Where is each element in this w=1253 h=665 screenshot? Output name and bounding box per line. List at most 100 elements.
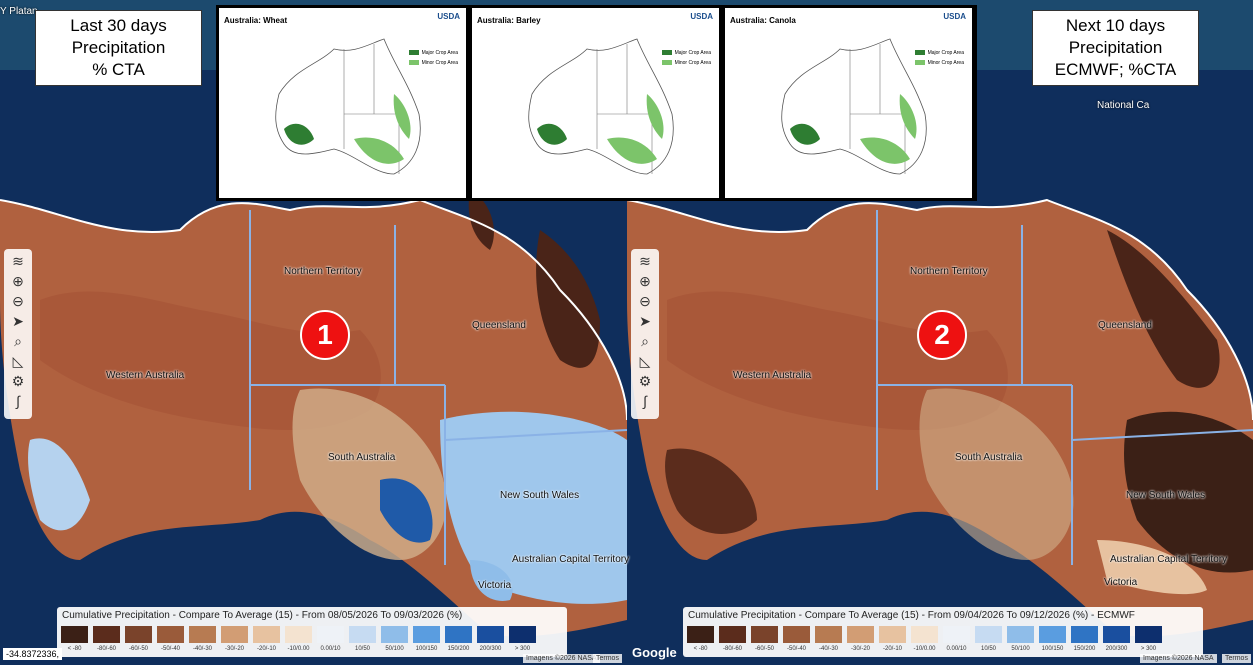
legend-swatch	[93, 626, 120, 643]
legend-bin-label: -40/-30	[818, 646, 838, 652]
legend-title: Cumulative Precipitation - Compare To Av…	[688, 610, 1135, 621]
info-line: Last 30 days	[70, 16, 167, 35]
right-legend: Cumulative Precipitation - Compare To Av…	[683, 607, 1203, 657]
region-label-northern-territory: Northern Territory	[910, 266, 988, 277]
legend-title: Cumulative Precipitation - Compare To Av…	[62, 610, 463, 621]
draw-icon[interactable]: ∫	[643, 393, 647, 409]
locate-icon[interactable]: ➤	[639, 313, 651, 329]
legend-bin-label: 100/150	[415, 646, 438, 652]
layers-icon[interactable]: ≋	[12, 253, 24, 269]
crop-area-map	[275, 38, 421, 175]
region-label-act: Australian Capital Territory	[512, 554, 630, 565]
legend-swatch	[911, 626, 938, 643]
settings-icon[interactable]: ⚙	[638, 373, 652, 389]
measure-icon[interactable]: ◺	[12, 353, 24, 369]
legend-swatch	[687, 626, 714, 643]
map-attribution: Imagens ©2026 NASA	[523, 654, 600, 663]
marker-1: 1	[300, 310, 350, 360]
legend-swatch	[1039, 626, 1066, 643]
usda-logo: USDA	[943, 12, 966, 21]
layers-icon[interactable]: ≋	[639, 253, 651, 269]
legend-swatch	[719, 626, 746, 643]
measure-icon[interactable]: ◺	[639, 353, 651, 369]
legend-major: Major Crop Area	[408, 50, 458, 56]
left-legend: Cumulative Precipitation - Compare To Av…	[57, 607, 567, 657]
legend-minor: Minor Crop Area	[914, 60, 964, 66]
legend-bin-label: 100/150	[1041, 646, 1064, 652]
legend-bin-label: -50/-40	[786, 646, 806, 652]
legend-swatch	[943, 626, 970, 643]
region-label-northern-territory: Northern Territory	[284, 266, 362, 277]
crop-maps-inset: Australia: Wheat USDA Major Crop Area Mi…	[216, 5, 977, 201]
legend-swatch	[477, 626, 504, 643]
terms-link[interactable]: Termos	[1222, 654, 1251, 663]
legend-bin-label: > 300	[1140, 646, 1157, 652]
region-label-western-australia: Western Australia	[106, 370, 185, 381]
legend-bin-label: 200/300	[479, 646, 502, 652]
left-map-toolbar: ≋ ⊕ ⊖ ➤ ⌕ ◺ ⚙ ∫	[4, 249, 32, 419]
legend-bin-label: -60/-50	[754, 646, 774, 652]
legend-bin-label: 150/200	[447, 646, 470, 652]
legend-swatch	[61, 626, 88, 643]
search-icon[interactable]: ⌕	[641, 333, 649, 349]
legend-bin-label: -20/-10	[882, 646, 902, 652]
background-place-label: Y Platan	[0, 6, 38, 17]
crop-map-title: Australia: Canola	[730, 16, 796, 25]
draw-icon[interactable]: ∫	[16, 393, 20, 409]
legend-minor: Minor Crop Area	[408, 60, 458, 66]
legend-swatch	[285, 626, 312, 643]
legend-bin-label: 50/100	[1011, 646, 1030, 652]
zoom-out-icon[interactable]: ⊖	[12, 293, 24, 309]
legend-bin-label: -50/-40	[160, 646, 180, 652]
settings-icon[interactable]: ⚙	[11, 373, 25, 389]
zoom-in-icon[interactable]: ⊕	[12, 273, 24, 289]
legend-major: Major Crop Area	[914, 50, 964, 56]
usda-logo: USDA	[437, 12, 460, 21]
region-label-queensland: Queensland	[1098, 320, 1152, 331]
region-label-new-south-wales: New South Wales	[500, 490, 580, 501]
legend-swatch	[317, 626, 344, 643]
legend-bin-label: 150/200	[1073, 646, 1096, 652]
legend-bins: < -80 -80/-60 -60/-50 -50/-40 -40/-30 -30/-20…	[61, 646, 536, 652]
terms-link[interactable]: Termos	[593, 654, 622, 663]
usda-logo: USDA	[690, 12, 713, 21]
legend-swatch	[751, 626, 778, 643]
info-line: ECMWF; %CTA	[1054, 60, 1177, 79]
legend-swatch	[509, 626, 536, 643]
legend-swatches	[61, 626, 536, 643]
google-logo: Google	[632, 645, 677, 660]
legend-bin-label: 10/50	[354, 646, 370, 652]
crop-area-map	[528, 38, 674, 175]
info-line: Precipitation	[1068, 38, 1163, 57]
region-label-victoria: Victoria	[1104, 577, 1138, 588]
info-line: Precipitation	[71, 38, 166, 57]
legend-bin-label: 50/100	[385, 646, 404, 652]
legend-bin-label: 10/50	[980, 646, 996, 652]
legend-swatch	[349, 626, 376, 643]
region-label-south-australia: South Australia	[955, 452, 1023, 463]
region-label-western-australia: Western Australia	[733, 370, 812, 381]
zoom-in-icon[interactable]: ⊕	[639, 273, 651, 289]
right-map-toolbar: ≋ ⊕ ⊖ ➤ ⌕ ◺ ⚙ ∫	[631, 249, 659, 419]
background-place-label: National Ca	[1097, 100, 1150, 111]
legend-bin-label: -80/-60	[722, 646, 742, 652]
legend-bin-label: -80/-60	[96, 646, 116, 652]
info-line: % CTA	[92, 60, 145, 79]
legend-bin-label: -30/-20	[850, 646, 870, 652]
legend-swatch	[1071, 626, 1098, 643]
region-label-act: Australian Capital Territory	[1110, 554, 1228, 565]
zoom-out-icon[interactable]: ⊖	[639, 293, 651, 309]
region-label-south-australia: South Australia	[328, 452, 396, 463]
legend-bin-label: -30/-20	[224, 646, 244, 652]
legend-swatch	[783, 626, 810, 643]
locate-icon[interactable]: ➤	[12, 313, 24, 329]
search-icon[interactable]: ⌕	[14, 333, 22, 349]
coordinate-readout: -34.8372336,	[3, 648, 63, 660]
legend-bin-label: > 300	[514, 646, 531, 652]
crop-area-map	[781, 38, 927, 175]
region-label-new-south-wales: New South Wales	[1126, 490, 1206, 501]
legend-swatch	[1103, 626, 1130, 643]
crop-map-title: Australia: Barley	[477, 16, 541, 25]
legend-swatch	[847, 626, 874, 643]
info-line: Next 10 days	[1065, 16, 1166, 35]
